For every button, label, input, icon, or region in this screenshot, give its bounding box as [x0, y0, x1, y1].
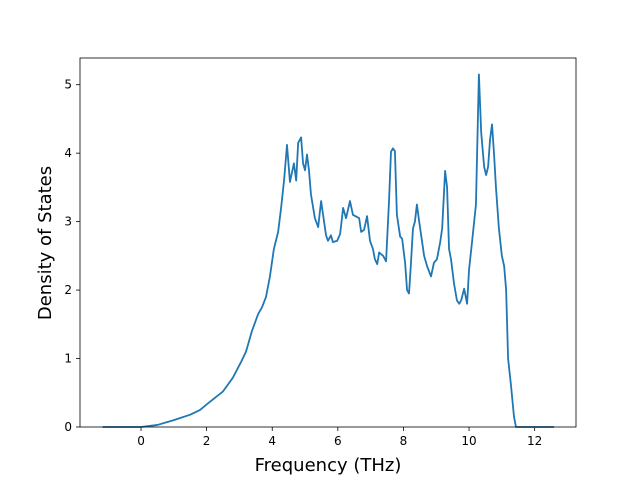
x-tick-label: 10	[461, 434, 476, 448]
x-tick-label: 0	[137, 434, 145, 448]
x-tick-label: 12	[527, 434, 542, 448]
y-tick-label: 2	[64, 283, 72, 297]
x-tick-label: 6	[334, 434, 342, 448]
plot-frame	[79, 57, 577, 428]
line	[102, 73, 555, 428]
y-tick-label: 0	[64, 420, 72, 434]
x-tick-label: 4	[268, 434, 276, 448]
x-tick-label: 8	[400, 434, 408, 448]
y-tick-label: 3	[64, 215, 72, 229]
y-tick-label: 5	[64, 78, 72, 92]
x-axis-label: Frequency (THz)	[255, 455, 402, 476]
y-tick-label: 1	[64, 352, 72, 366]
y-axis-label: Density of States	[35, 166, 56, 320]
x-tick-label: 2	[203, 434, 211, 448]
y-tick-label: 4	[64, 146, 72, 160]
